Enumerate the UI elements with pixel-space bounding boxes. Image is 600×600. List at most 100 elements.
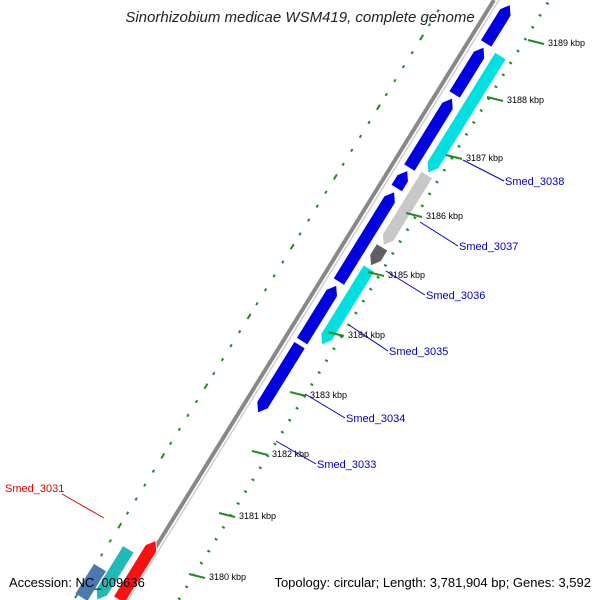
- gene-leader-line: [275, 440, 317, 465]
- backbone-line: [121, 0, 496, 600]
- tick-mark: [214, 537, 218, 541]
- scale-tick: [327, 331, 345, 337]
- scale-tick-label: 3186 kbp: [426, 211, 463, 221]
- tick-mark: [258, 466, 263, 470]
- tick-mark: [390, 251, 395, 256]
- tick-mark: [272, 274, 276, 278]
- tick-mark: [143, 483, 147, 487]
- tick-mark: [108, 539, 112, 543]
- cds-forward: [479, 4, 512, 48]
- tick-mark: [324, 358, 329, 363]
- tick-mark: [501, 73, 506, 77]
- tick-mark: [457, 144, 461, 148]
- tick-mark: [545, 1, 550, 6]
- gene-leader-line: [462, 159, 505, 182]
- gene-leader-line: [304, 393, 346, 419]
- tick-mark: [280, 430, 285, 434]
- tick-mark: [295, 406, 299, 410]
- cds-reverse: [426, 51, 507, 174]
- tick-mark: [401, 64, 406, 69]
- cds-red: [112, 539, 158, 600]
- scale-tick: [218, 512, 236, 518]
- scale-tick: [527, 39, 545, 45]
- tick-mark: [229, 343, 233, 348]
- genome-backbone: [121, 0, 500, 600]
- tick-mark: [420, 204, 425, 208]
- tick-mark: [405, 228, 410, 232]
- tick-mark: [177, 597, 182, 600]
- cds-reverse: [320, 264, 376, 346]
- scale-tick: [188, 573, 206, 579]
- tick-mark: [186, 413, 190, 418]
- scale-tick-label: 3183 kbp: [310, 390, 347, 400]
- tick-mark: [427, 23, 432, 27]
- tick-mark: [413, 216, 417, 220]
- tick-mark: [354, 311, 358, 315]
- scale-tick-label: 3182 kbp: [272, 449, 309, 459]
- tick-mark: [508, 61, 513, 65]
- tick-mark: [199, 561, 204, 565]
- cds-forward: [403, 97, 454, 172]
- tick-mark: [287, 418, 292, 422]
- scale-tick-label: 3184 kbp: [348, 330, 385, 340]
- tick-mark: [361, 299, 366, 303]
- tick-mark: [494, 85, 498, 89]
- scale-tick: [405, 212, 423, 218]
- cds-steelblue: [75, 563, 106, 600]
- tick-mark: [449, 156, 454, 160]
- tick-mark: [134, 497, 138, 501]
- tick-mark: [177, 427, 181, 432]
- tick-mark: [368, 287, 373, 291]
- tick-mark: [516, 49, 520, 53]
- gene-label: Smed_3034: [346, 413, 405, 425]
- tick-mark: [289, 243, 295, 250]
- cds-forward: [295, 284, 338, 346]
- cds-forward: [390, 169, 409, 193]
- tick-mark: [393, 78, 397, 83]
- tick-mark: [273, 442, 277, 446]
- tick-mark: [160, 452, 166, 460]
- tick-mark: [307, 218, 311, 222]
- tick-mark: [310, 382, 314, 387]
- cds-forward: [448, 46, 486, 99]
- backbone-highlight: [127, 0, 500, 600]
- tick-mark: [263, 288, 268, 292]
- scale-tick-label: 3180 kbp: [209, 572, 246, 582]
- tick-mark: [220, 357, 225, 362]
- tick-mark: [367, 120, 371, 125]
- tick-mark: [184, 585, 189, 589]
- scale-tick: [445, 154, 463, 160]
- tick-mark: [246, 313, 252, 320]
- gene-leader-line: [385, 270, 426, 296]
- tick-mark: [341, 162, 345, 167]
- tick-mark: [203, 383, 209, 390]
- gene-label: Smed_3031: [5, 483, 64, 495]
- tick-mark: [315, 204, 319, 208]
- tick-mark: [398, 239, 402, 244]
- tick-mark: [384, 92, 388, 97]
- tick-mark: [442, 168, 447, 172]
- tick-mark: [236, 501, 240, 506]
- tick-mark: [376, 104, 381, 111]
- tick-mark: [255, 301, 259, 306]
- tick-mark: [194, 399, 199, 404]
- tick-mark: [332, 347, 336, 351]
- genome-title: Sinorhizobium medicae WSM419, complete g…: [125, 9, 474, 26]
- tick-mark: [410, 50, 414, 55]
- scale-tick: [251, 450, 269, 456]
- tick-mark: [125, 511, 130, 515]
- tick-mark: [243, 489, 248, 494]
- scale-tick-label: 3181 kbp: [239, 511, 276, 521]
- tick-mark: [332, 173, 338, 181]
- tick-mark: [212, 371, 216, 376]
- genome-summary-text: Topology: circular; Length: 3,781,904 bp…: [274, 575, 591, 590]
- tick-mark: [206, 549, 211, 553]
- scale-tick-label: 3185 kbp: [388, 270, 425, 280]
- scale-tick: [486, 96, 504, 102]
- tick-mark: [317, 370, 321, 375]
- tick-mark: [419, 34, 425, 41]
- gene-leader-line: [61, 493, 105, 519]
- scale-tick: [367, 271, 385, 277]
- tick-mark: [435, 180, 439, 184]
